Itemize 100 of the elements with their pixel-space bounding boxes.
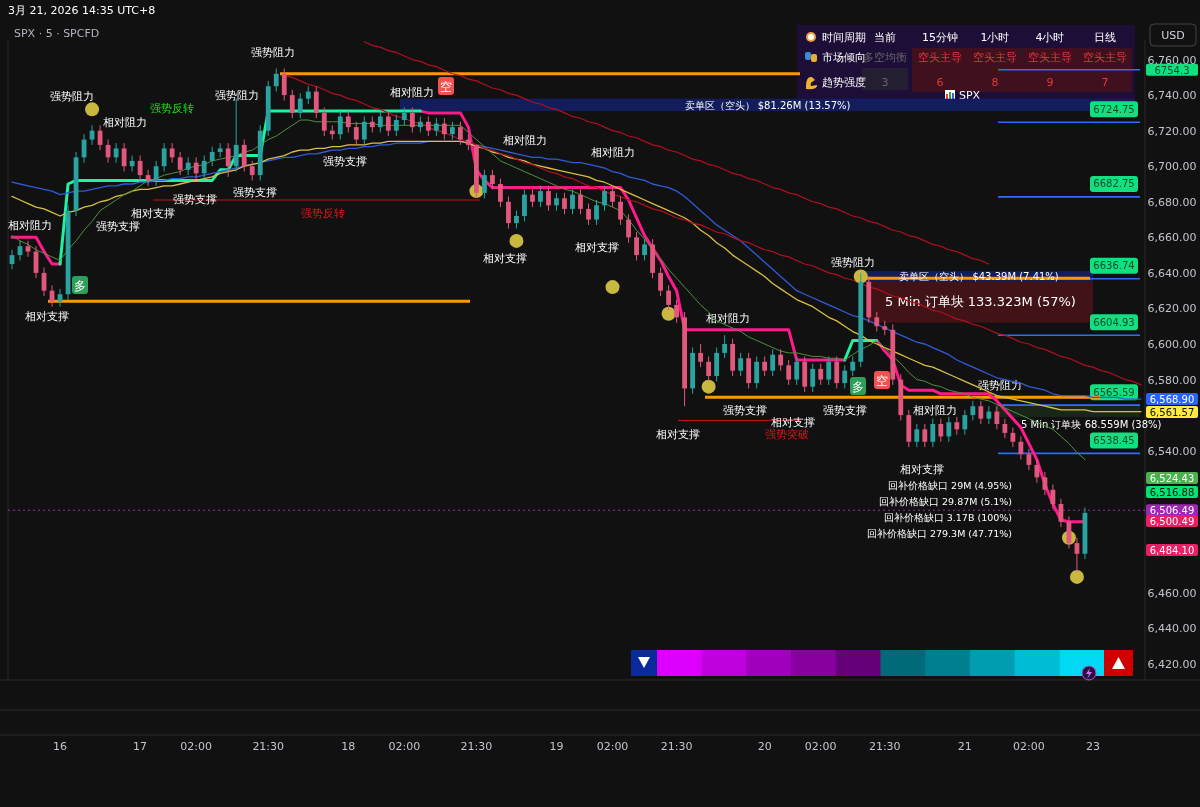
text: 6,484.10 [1149, 545, 1195, 556]
x-tick-label: 02:00 [388, 740, 421, 753]
annotation: 空头主导 [918, 51, 962, 64]
y-tick-label: 6,740.00 [1147, 89, 1197, 103]
annotation: 相对阻力 [913, 404, 957, 417]
x-tick-label: 23 [1085, 740, 1100, 753]
annotation: 相对阻力 [8, 219, 52, 232]
y-tick-label: 6,660.00 [1147, 231, 1197, 245]
x-tick-label: 02:00 [1013, 740, 1045, 753]
y-tick-label: 6,620.00 [1147, 302, 1197, 316]
annotation: 强势阻力 [215, 89, 259, 102]
annotation: 强势阻力 [251, 46, 295, 59]
y-tick-label: 6,580.00 [1147, 373, 1197, 387]
annotation: 空 [440, 80, 452, 94]
y-tick-label: 6,700.00 [1147, 160, 1197, 174]
annotation: 强势反转 [150, 102, 194, 115]
annotation: 15分钟 [922, 31, 958, 44]
annotation: 相对支撑 [25, 310, 69, 323]
chart-subtitle: 3月 21, 2026 14:35 UTC+8 [8, 4, 156, 17]
y-tick-label: 6,760.00 [1147, 53, 1197, 67]
annotation: 相对阻力 [706, 312, 750, 325]
annotation: 回补价格缺口 29M (4.95%) [888, 480, 1012, 491]
text: 6,500.49 [1149, 516, 1195, 527]
text: 6,568.90 [1149, 394, 1195, 405]
y-axis-title: USD [1161, 29, 1185, 42]
annotation: 6 [936, 76, 944, 89]
annotation: 8 [991, 76, 999, 89]
text: 6,516.88 [1149, 487, 1195, 498]
band-label: 卖单区（空头） $43.39M (7.41%) [899, 271, 1059, 283]
annotation: 回补价格缺口 3.17B (100%) [883, 512, 1012, 523]
annotation: 1小时 [980, 31, 1010, 44]
ref-line-label: 6565.59 [1093, 386, 1135, 398]
annotation: 强势支撑 [96, 220, 140, 233]
annotation: 强势阻力 [978, 379, 1022, 392]
x-tick-label: 02:00 [180, 740, 213, 753]
annotation: 回补价格缺口 279.3M (47.71%) [866, 528, 1012, 539]
y-tick-label: 6,540.00 [1147, 444, 1197, 458]
y-tick-label: 6,420.00 [1147, 658, 1197, 671]
annotation: 强势支撑 [323, 155, 367, 168]
y-tick-label: 6,460.00 [1147, 586, 1197, 600]
text: 6,561.57 [1149, 407, 1195, 418]
annotation: 趋势强度 [822, 76, 866, 89]
annotation: 相对支撑 [575, 241, 619, 254]
annotation: 多 [852, 380, 864, 394]
x-tick-label: 19 [549, 740, 564, 753]
y-tick-label: 6,600.00 [1147, 338, 1197, 351]
annotation: 相对阻力 [390, 86, 434, 99]
annotation: 强势支撑 [233, 186, 277, 199]
annotation: 强势阻力 [831, 256, 875, 269]
x-tick-label: 16 [53, 740, 68, 753]
annotation: SPX [959, 89, 981, 102]
x-tick-label: 20 [757, 740, 772, 753]
text: 6,524.43 [1149, 473, 1195, 484]
annotation: 相对支撑 [656, 428, 700, 441]
y-tick-label: 6,440.00 [1147, 622, 1197, 636]
annotation: 市场倾向 [822, 51, 866, 64]
y-tick-label: 6,640.00 [1147, 266, 1197, 280]
ref-line-label: 6636.74 [1093, 260, 1135, 272]
annotation: 相对阻力 [103, 116, 147, 129]
annotation: 回补价格缺口 29.87M (5.1%) [879, 496, 1012, 507]
x-tick-label: 21:30 [460, 740, 493, 753]
x-tick-label: 02:00 [596, 740, 629, 753]
annotation: 强势突破 [765, 428, 809, 441]
ref-line-label: 6724.75 [1093, 103, 1135, 115]
annotation: 9 [1046, 76, 1054, 89]
band-label: 卖单区（空头） $81.26M (13.57%) [684, 99, 851, 111]
x-tick-label: 21:30 [868, 740, 901, 753]
annotation: 多 [74, 279, 86, 293]
annotation: 7 [1101, 76, 1109, 89]
annotation: 强势支撑 [173, 193, 217, 206]
annotation: 多空均衡 [863, 51, 907, 64]
annotation: 空头主导 [1083, 51, 1127, 64]
y-tick-label: 6,720.00 [1147, 124, 1197, 138]
annotation: 相对支撑 [900, 463, 944, 476]
y-tick-label: 6,680.00 [1147, 195, 1197, 209]
x-tick-label: 17 [133, 740, 148, 753]
annotation: 相对阻力 [503, 134, 547, 147]
annotation: 相对阻力 [591, 146, 635, 159]
ref-line-label: 6682.75 [1093, 178, 1135, 190]
x-tick-label: 18 [341, 740, 356, 753]
annotation: 相对支撑 [131, 207, 175, 220]
annotation: 相对支撑 [483, 252, 527, 265]
annotation: 强势阻力 [50, 90, 94, 103]
annotation: 当前 [874, 31, 896, 44]
ref-line-label: 6754.3 [1154, 64, 1190, 76]
x-tick-label: 02:00 [804, 740, 837, 753]
annotation: 强势反转 [301, 207, 345, 220]
annotation: 4小时 [1035, 31, 1065, 44]
ref-line-label: 6,506.49 [1149, 505, 1195, 517]
annotation: 空头主导 [973, 51, 1017, 64]
annotation: 时间周期 [822, 31, 866, 44]
band-label: 5 Min 订单块 68.559M (38%) [1021, 418, 1162, 430]
annotation: 强势支撑 [723, 404, 767, 417]
annotation: 3 [881, 76, 889, 89]
annotation: 空 [876, 374, 888, 388]
annotation: 空头主导 [1028, 51, 1072, 64]
x-tick-label: 21:30 [252, 740, 285, 753]
ref-line-label: 6538.45 [1093, 434, 1135, 446]
chart-title: SPX · 5 · SPCFD [14, 27, 100, 40]
x-tick-label: 21 [957, 740, 972, 753]
